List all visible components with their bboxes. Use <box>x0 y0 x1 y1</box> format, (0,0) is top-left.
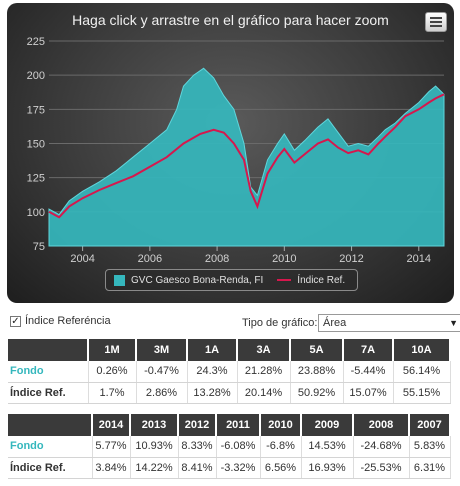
chart-legend: GVC Gaesco Bona-Renda, FI Índice Ref. <box>105 269 358 291</box>
y-tick-label: 175 <box>27 104 45 116</box>
table-row: Fondo 5.77% 10.93% 8.33% -6.08% -6.8% 14.53% -2… <box>8 436 451 458</box>
table-cell: 56.14% <box>393 361 451 383</box>
period-returns-header: 1M 3M 1A 3A 5A 7A 10A <box>8 339 451 361</box>
table-cell: 24.3% <box>187 361 238 383</box>
table-cell: -6.8% <box>260 436 302 458</box>
chart-controls: ✓ Índice Referéncia Tipo de gráfico: Áre… <box>10 314 460 332</box>
table-cell: 16.93% <box>301 457 354 479</box>
table-cell: 6.31% <box>409 457 451 479</box>
column-header: 7A <box>343 339 394 361</box>
table-cell: 50.92% <box>290 382 344 404</box>
column-header: 2014 <box>92 414 131 436</box>
column-header: 1M <box>88 339 137 361</box>
column-header: 2011 <box>216 414 261 436</box>
x-tick-label: 2008 <box>205 253 229 265</box>
x-tick-label: 2010 <box>272 253 296 265</box>
row-label: Fondo <box>8 436 93 458</box>
index-reference-checkbox[interactable]: ✓ <box>10 316 21 327</box>
row-label: Índice Ref. <box>8 382 89 404</box>
annual-returns-table: 2014 2013 2012 2011 2010 2009 2008 2007 Fondo 5.… <box>8 414 451 479</box>
y-tick-label: 75 <box>33 241 45 253</box>
table-cell: 23.88% <box>290 361 344 383</box>
table-cell: 13.28% <box>187 382 238 404</box>
legend-fund-swatch[interactable] <box>114 274 125 286</box>
table-cell: 8.41% <box>178 457 217 479</box>
annual-returns-header: 2014 2013 2012 2011 2010 2009 2008 2007 <box>8 414 451 436</box>
table-cell: -24.68% <box>353 436 410 458</box>
table-cell: 21.28% <box>237 361 291 383</box>
column-header: 2012 <box>178 414 217 436</box>
table-cell: 6.56% <box>260 457 302 479</box>
table-cell: 8.33% <box>178 436 217 458</box>
x-tick-label: 2014 <box>407 253 431 265</box>
chevron-down-icon: ▼ <box>449 318 458 328</box>
header-blank <box>8 339 89 361</box>
x-tick-label: 2012 <box>339 253 363 265</box>
index-reference-label[interactable]: Índice Referéncia <box>25 315 111 327</box>
column-header: 10A <box>393 339 451 361</box>
table-cell: 5.83% <box>409 436 451 458</box>
table-cell: 10.93% <box>130 436 179 458</box>
y-tick-label: 225 <box>27 36 45 48</box>
y-tick-label: 125 <box>27 173 45 185</box>
table-cell: 0.26% <box>88 361 137 383</box>
performance-chart[interactable]: 75 100 125 150 175 200 225 2004 2006 2008 2010 2012… <box>7 3 454 303</box>
column-header: 2013 <box>130 414 179 436</box>
fund-area-series <box>48 67 445 247</box>
y-tick-label: 150 <box>27 139 45 151</box>
column-header: 1A <box>187 339 238 361</box>
column-header: 3A <box>237 339 291 361</box>
column-header: 2007 <box>409 414 451 436</box>
table-cell: 1.7% <box>88 382 137 404</box>
table-cell: -6.08% <box>216 436 261 458</box>
column-header: 2010 <box>260 414 302 436</box>
table-cell: -5.44% <box>343 361 394 383</box>
table-cell: 55.15% <box>393 382 451 404</box>
hamburger-menu-icon-bar <box>430 25 442 27</box>
table-cell: -3.32% <box>216 457 261 479</box>
x-tick-label: 2006 <box>138 253 162 265</box>
table-cell: 3.84% <box>92 457 131 479</box>
chart-type-select[interactable]: Área ▼ <box>318 314 460 332</box>
header-blank <box>8 414 93 436</box>
table-cell: -25.53% <box>353 457 410 479</box>
row-label: Fondo <box>8 361 89 383</box>
hamburger-menu-icon <box>430 17 442 19</box>
legend-index-line[interactable] <box>277 279 292 281</box>
chart-title: Haga click y arrastre en el gráfico para… <box>72 12 389 28</box>
period-returns-table: 1M 3M 1A 3A 5A 7A 10A Fondo 0.26% -0.47% 24.3% 21.… <box>8 339 451 404</box>
legend-fund-label[interactable]: GVC Gaesco Bona-Renda, FI <box>131 274 264 286</box>
x-tick-label: 2004 <box>70 253 94 265</box>
chart-type-label: Tipo de gráfico: <box>242 317 318 329</box>
table-cell: 20.14% <box>237 382 291 404</box>
row-label: Índice Ref. <box>8 457 93 479</box>
table-row: Índice Ref. 3.84% 14.22% 8.41% -3.32% 6.56% 16… <box>8 457 451 479</box>
table-cell: 15.07% <box>343 382 394 404</box>
y-tick-label: 100 <box>27 207 45 219</box>
table-cell: 14.53% <box>301 436 354 458</box>
column-header: 2008 <box>353 414 410 436</box>
table-row: Índice Ref. 1.7% 2.86% 13.28% 20.14% 50.92% 15… <box>8 382 451 404</box>
y-tick-label: 200 <box>27 70 45 82</box>
table-cell: -0.47% <box>136 361 188 383</box>
chart-panel[interactable]: 75 100 125 150 175 200 225 2004 2006 2008 2010 2012… <box>7 3 454 303</box>
legend-index-label[interactable]: Índice Ref. <box>297 274 346 286</box>
table-cell: 5.77% <box>92 436 131 458</box>
table-row: Fondo 0.26% -0.47% 24.3% 21.28% 23.88% -5.44% 5… <box>8 361 451 383</box>
hamburger-menu-icon-bar <box>430 21 442 23</box>
table-cell: 14.22% <box>130 457 179 479</box>
column-header: 3M <box>136 339 188 361</box>
chart-type-value: Área <box>323 317 347 329</box>
column-header: 5A <box>290 339 344 361</box>
index-line-series <box>48 93 445 219</box>
column-header: 2009 <box>301 414 354 436</box>
table-cell: 2.86% <box>136 382 188 404</box>
chart-menu-button[interactable] <box>425 12 447 32</box>
